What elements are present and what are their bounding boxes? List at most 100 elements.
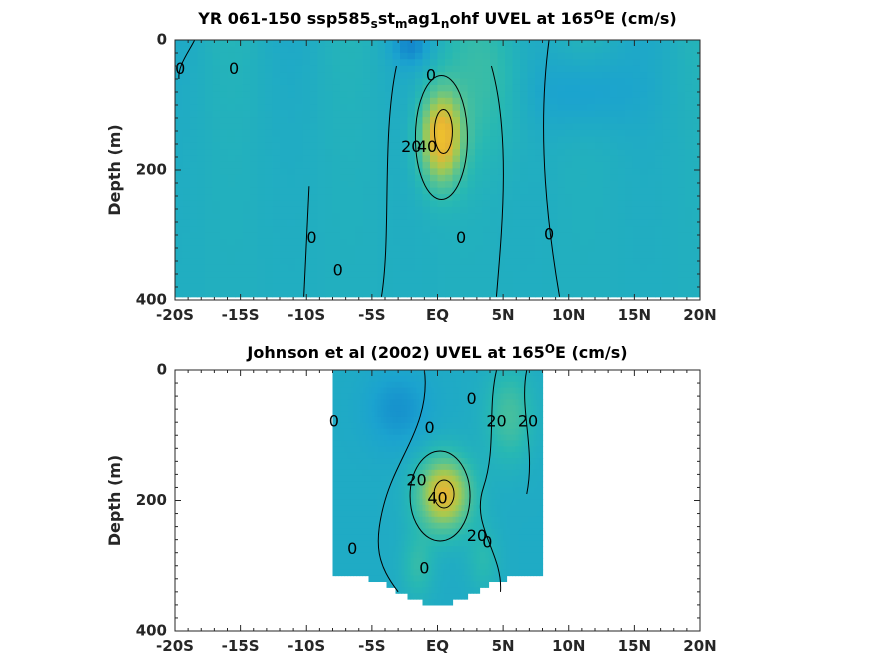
heatmap-cell [235, 239, 243, 246]
heatmap-cell [243, 79, 251, 86]
heatmap-cell [610, 85, 618, 92]
heatmap-cell [588, 59, 596, 66]
heatmap-cell [580, 245, 588, 252]
heatmap-cell [588, 143, 596, 150]
heatmap-cell [378, 85, 386, 92]
heatmap-cell [603, 156, 611, 163]
heatmap-cell [408, 91, 416, 98]
heatmap-cell [573, 104, 581, 111]
heatmap-cell [640, 220, 648, 227]
heatmap-cell [528, 136, 536, 143]
heatmap-cell [258, 66, 266, 73]
heatmap-cell [378, 79, 386, 86]
heatmap-cell [400, 168, 408, 175]
heatmap-cell [603, 207, 611, 214]
heatmap-cell [333, 40, 341, 47]
heatmap-cell [288, 175, 296, 182]
heatmap-cell [465, 593, 469, 599]
heatmap-cell [258, 156, 266, 163]
heatmap-cell [505, 123, 513, 130]
heatmap-cell [498, 59, 506, 66]
heatmap-cell [528, 130, 536, 137]
heatmap-cell [588, 162, 596, 169]
heatmap-cell [498, 104, 506, 111]
heatmap-cell [520, 239, 528, 246]
heatmap-cell [685, 98, 693, 105]
heatmap-cell [228, 200, 236, 207]
heatmap-cell [408, 66, 416, 73]
title-part: YR 061-150 ssp585 [197, 9, 370, 28]
heatmap-cell [685, 265, 693, 272]
heatmap-cell [550, 130, 558, 137]
heatmap-cell [243, 175, 251, 182]
heatmap-cell [250, 130, 258, 137]
heatmap-cell [475, 111, 483, 118]
heatmap-cell [655, 258, 663, 265]
heatmap-cell [370, 111, 378, 118]
heatmap-cell [198, 79, 206, 86]
heatmap-cell [198, 85, 206, 92]
heatmap-cell [603, 40, 611, 47]
heatmap-cell [243, 59, 251, 66]
heatmap-cell [528, 59, 536, 66]
heatmap-cell [678, 284, 686, 291]
heatmap-cell [303, 265, 311, 272]
heatmap-cell [610, 258, 618, 265]
heatmap-cell [573, 72, 581, 79]
heatmap-cell [625, 104, 633, 111]
heatmap-cell [580, 258, 588, 265]
heatmap-cell [655, 59, 663, 66]
heatmap-cell [595, 46, 603, 53]
heatmap-cell [625, 252, 633, 259]
x-tick-label: -5S [358, 306, 385, 324]
heatmap-cell [295, 207, 303, 214]
heatmap-cell [363, 277, 371, 284]
heatmap-cell [558, 239, 566, 246]
heatmap-cell [685, 277, 693, 284]
heatmap-cell [588, 277, 596, 284]
heatmap-cell [370, 149, 378, 156]
heatmap-cell [190, 66, 198, 73]
heatmap-cell [273, 284, 281, 291]
heatmap-cell [618, 130, 626, 137]
heatmap-cell [453, 162, 461, 169]
heatmap-cell [595, 200, 603, 207]
heatmap-cell [535, 258, 543, 265]
heatmap-cell [318, 79, 326, 86]
heatmap-cell [603, 239, 611, 246]
heatmap-cell [220, 117, 228, 124]
heatmap-cell [198, 111, 206, 118]
heatmap-cell [243, 194, 251, 201]
heatmap-cell [228, 252, 236, 259]
heatmap-cell [198, 245, 206, 252]
heatmap-cell [235, 245, 243, 252]
heatmap-cell [393, 194, 401, 201]
heatmap-cell [280, 181, 288, 188]
heatmap-cell [685, 194, 693, 201]
heatmap-cell [348, 91, 356, 98]
heatmap-cell [355, 149, 363, 156]
heatmap-cell [310, 168, 318, 175]
heatmap-cell [190, 220, 198, 227]
heatmap-cell [655, 136, 663, 143]
heatmap-cell [265, 271, 273, 278]
heatmap-cell [558, 130, 566, 137]
heatmap-cell [460, 290, 468, 297]
heatmap-cell [625, 290, 633, 297]
heatmap-cell [513, 175, 521, 182]
heatmap-cell [573, 136, 581, 143]
heatmap-cell [348, 72, 356, 79]
heatmap-cell [190, 290, 198, 297]
heatmap-cell [468, 277, 476, 284]
contour-label: 0 [229, 59, 239, 78]
heatmap-cell [243, 91, 251, 98]
heatmap-cell [498, 136, 506, 143]
heatmap-cell [175, 181, 183, 188]
heatmap-cell [670, 123, 678, 130]
heatmap-cell [550, 136, 558, 143]
heatmap-cell [633, 40, 641, 47]
heatmap-cell [565, 233, 573, 240]
heatmap-cell [258, 40, 266, 47]
heatmap-cell [280, 111, 288, 118]
heatmap-cell [445, 91, 453, 98]
